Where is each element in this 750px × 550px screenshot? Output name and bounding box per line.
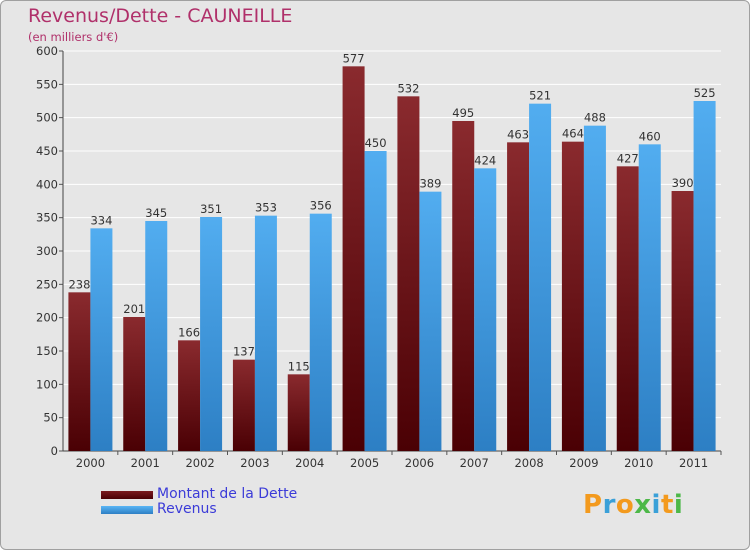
y-tick-label: 150 <box>36 344 58 358</box>
bar-revenue-2010 <box>638 144 661 452</box>
y-tick-label: 350 <box>36 211 58 225</box>
legend-swatch-revenue <box>101 505 153 514</box>
bar-debt-2005 <box>342 66 365 451</box>
bar-revenue-2008 <box>529 103 552 452</box>
data-label-revenue-2004: 356 <box>310 199 332 213</box>
data-label-revenue-2010: 460 <box>639 129 661 143</box>
data-label-revenue-2007: 424 <box>474 153 496 167</box>
bar-revenue-2006 <box>419 191 442 451</box>
x-tick-label: 2007 <box>460 456 489 470</box>
data-label-debt-2009: 464 <box>562 127 584 141</box>
bar-revenue-2002 <box>200 217 223 451</box>
logo-letter: o <box>615 490 635 520</box>
bar-revenue-2005 <box>364 151 387 451</box>
y-tick-label: 0 <box>51 444 58 458</box>
data-label-debt-2000: 238 <box>68 277 90 291</box>
x-tick-label: 2008 <box>514 456 543 470</box>
x-tick-label: 2000 <box>76 456 105 470</box>
data-label-revenue-2003: 353 <box>255 201 277 215</box>
data-label-debt-2010: 427 <box>617 151 639 165</box>
data-label-debt-2007: 495 <box>452 106 474 120</box>
data-label-debt-2006: 532 <box>397 81 419 95</box>
bar-debt-2011 <box>671 191 694 451</box>
x-tick-label: 2002 <box>185 456 214 470</box>
chart-title: Revenus/Dette - CAUNEILLE <box>28 5 293 27</box>
x-tick-label: 2011 <box>679 456 708 470</box>
legend-label-revenue: Revenus <box>157 501 217 517</box>
logo-letter: P <box>583 490 603 520</box>
y-tick-label: 100 <box>36 377 58 391</box>
x-tick-label: 2010 <box>624 456 653 470</box>
x-tick-label: 2004 <box>295 456 324 470</box>
bar-revenue-2000 <box>90 228 113 451</box>
bar-debt-2002 <box>178 340 201 451</box>
bar-debt-2004 <box>287 374 310 451</box>
data-label-debt-2005: 577 <box>343 51 365 65</box>
bar-debt-2006 <box>397 96 420 451</box>
legend: Montant de la Dette Revenus <box>101 487 297 517</box>
logo-letter: i <box>651 490 661 520</box>
data-label-revenue-2011: 525 <box>694 86 716 100</box>
logo-letter: i <box>673 490 684 520</box>
x-tick-label: 2001 <box>131 456 160 470</box>
legend-item-debt: Montant de la Dette <box>101 487 297 502</box>
data-label-debt-2011: 390 <box>672 176 694 190</box>
x-tick-label: 2009 <box>569 456 598 470</box>
logo-letter: t <box>660 490 674 520</box>
bar-debt-2000 <box>68 292 91 451</box>
data-label-revenue-2005: 450 <box>365 136 387 150</box>
logo-letter: x <box>634 490 652 520</box>
data-label-debt-2001: 201 <box>123 302 145 316</box>
y-tick-label: 500 <box>36 111 58 125</box>
proxiti-logo: Proxiti <box>583 490 683 520</box>
bar-revenue-2009 <box>583 125 606 452</box>
x-tick-label: 2006 <box>405 456 434 470</box>
y-tick-label: 50 <box>43 411 58 425</box>
data-label-debt-2003: 137 <box>233 345 255 359</box>
bar-revenue-2007 <box>474 168 497 452</box>
y-tick-label: 600 <box>36 44 58 58</box>
data-label-revenue-2009: 488 <box>584 111 606 125</box>
bar-revenue-2003 <box>254 215 277 451</box>
data-label-revenue-2002: 351 <box>200 202 222 216</box>
y-tick-label: 250 <box>36 277 58 291</box>
chart-subtitle: (en milliers d'€) <box>28 30 119 44</box>
x-tick-label: 2003 <box>240 456 269 470</box>
bar-debt-2009 <box>561 141 584 451</box>
bar-debt-2001 <box>123 317 146 451</box>
bar-debt-2008 <box>507 142 530 452</box>
legend-item-revenue: Revenus <box>101 502 297 517</box>
bar-revenue-2011 <box>693 101 716 451</box>
data-label-debt-2002: 166 <box>178 325 200 339</box>
bar-debt-2007 <box>452 121 475 451</box>
y-tick-label: 400 <box>36 177 58 191</box>
data-label-debt-2008: 463 <box>507 127 529 141</box>
data-label-debt-2004: 115 <box>288 359 310 373</box>
bar-debt-2010 <box>616 166 639 452</box>
data-label-revenue-2001: 345 <box>145 206 167 220</box>
bar-revenue-2004 <box>309 213 332 451</box>
y-tick-label: 300 <box>36 244 58 258</box>
data-label-revenue-2008: 521 <box>529 89 551 103</box>
y-tick-label: 450 <box>36 144 58 158</box>
bar-debt-2003 <box>232 359 255 451</box>
legend-swatch-debt <box>101 490 153 499</box>
y-tick-label: 550 <box>36 77 58 91</box>
legend-label-debt: Montant de la Dette <box>157 486 298 502</box>
logo-letter: r <box>602 490 616 520</box>
x-tick-label: 2005 <box>350 456 379 470</box>
y-tick-label: 200 <box>36 311 58 325</box>
data-label-revenue-2006: 389 <box>419 177 441 191</box>
bar-revenue-2001 <box>145 221 168 451</box>
data-label-revenue-2000: 334 <box>90 213 112 227</box>
